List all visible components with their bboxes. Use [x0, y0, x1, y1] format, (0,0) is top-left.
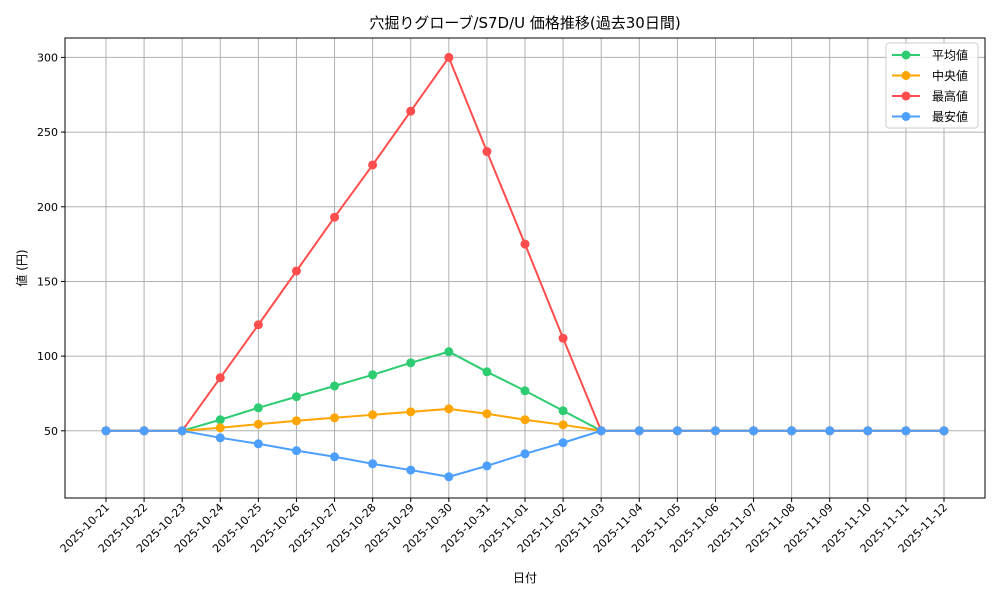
data-point: [520, 239, 530, 249]
data-point: [863, 426, 873, 436]
data-point: [368, 160, 378, 170]
plot-frame: [64, 37, 986, 499]
data-point: [291, 392, 301, 402]
legend-marker: [901, 71, 911, 80]
data-point: [330, 452, 340, 462]
legend-marker: [901, 50, 911, 60]
data-point: [482, 461, 492, 471]
data-point: [330, 413, 340, 423]
data-point: [291, 266, 301, 276]
data-point: [482, 367, 492, 377]
legend-box: [885, 42, 979, 129]
data-point: [558, 406, 568, 416]
data-point: [139, 426, 149, 436]
data-point: [215, 433, 225, 443]
legend-label: 平均値: [932, 48, 968, 63]
chart-title: 穴掘りグローブ/S7D/U 価格推移(過去30日間): [369, 14, 680, 32]
data-point: [901, 426, 911, 436]
data-point: [558, 420, 568, 430]
data-point: [787, 426, 797, 436]
y-axis-label: 値 (円): [14, 249, 29, 286]
data-point: [291, 446, 301, 456]
data-point: [710, 426, 720, 436]
y-tick-label: 250: [37, 126, 58, 139]
data-point: [520, 415, 530, 425]
data-point: [825, 426, 835, 436]
data-point: [406, 465, 416, 475]
data-point: [253, 403, 263, 413]
data-point: [444, 347, 454, 357]
data-point: [749, 426, 759, 436]
y-tick-label: 50: [44, 425, 58, 438]
data-point: [406, 106, 416, 116]
data-point: [596, 426, 606, 436]
y-tick-label: 200: [37, 201, 58, 214]
data-point: [330, 212, 340, 222]
data-point: [253, 419, 263, 429]
x-axis-label: 日付: [513, 571, 537, 585]
data-point: [520, 449, 530, 459]
data-point: [368, 459, 378, 469]
data-point: [177, 426, 187, 436]
data-point: [520, 386, 530, 396]
legend-label: 中央値: [932, 68, 968, 83]
data-point: [406, 407, 416, 417]
data-point: [482, 147, 492, 157]
data-point: [253, 320, 263, 330]
data-point: [368, 370, 378, 380]
data-point: [330, 381, 340, 391]
legend-label: 最高値: [932, 89, 968, 104]
legend-marker: [901, 112, 911, 121]
data-point: [406, 358, 416, 368]
data-point: [634, 426, 644, 436]
data-point: [215, 415, 225, 425]
data-point: [482, 409, 492, 419]
data-point: [444, 52, 454, 62]
data-point: [291, 416, 301, 426]
data-point: [368, 410, 378, 420]
y-tick-label: 150: [37, 275, 58, 288]
data-point: [215, 373, 225, 383]
data-point: [101, 426, 111, 436]
y-tick-label: 100: [37, 350, 58, 363]
data-point: [215, 423, 225, 433]
data-point: [558, 333, 568, 343]
data-point: [939, 426, 949, 436]
data-point: [672, 426, 682, 436]
data-point: [444, 472, 454, 482]
legend-label: 最安値: [932, 109, 968, 124]
data-point: [558, 438, 568, 448]
legend-marker: [901, 91, 911, 101]
data-point: [253, 439, 263, 449]
y-tick-label: 300: [37, 51, 58, 64]
data-point: [444, 404, 454, 414]
